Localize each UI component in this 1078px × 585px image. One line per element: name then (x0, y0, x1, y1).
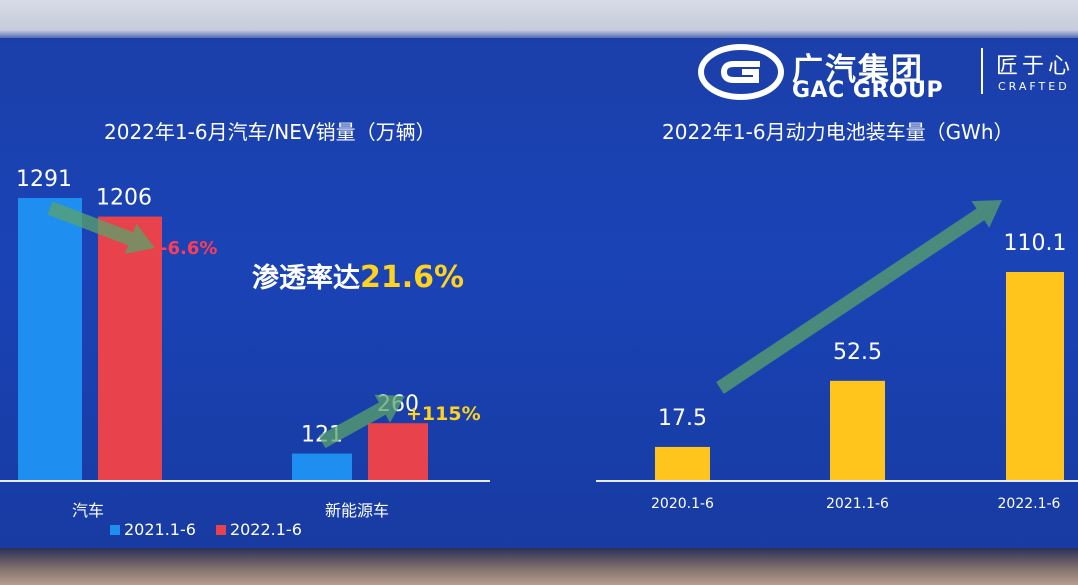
battery-bar-2 (1006, 272, 1064, 480)
legend-label-2021: 2021.1-6 (124, 520, 196, 539)
legend-item-2022: 2022.1-6 (215, 520, 302, 539)
sales-change-label: -6.6% (160, 238, 217, 259)
battery-value-label-1: 52.5 (833, 340, 882, 365)
penetration-value: 21.6% (360, 260, 465, 295)
sales-chart-legend: 2021.1-6 2022.1-6 (110, 520, 316, 539)
sales-chart: 12911206汽车121260新能源车-6.6%+115% (0, 167, 490, 520)
category-label-1: 新能源车 (325, 501, 389, 520)
gac-logo: 广汽集团 GAC GROUP 匠于心 CRAFTED (698, 44, 1078, 103)
battery-value-label-0: 17.5 (658, 406, 707, 431)
gac-emblem-icon (698, 44, 784, 100)
battery-category-label-0: 2020.1-6 (651, 496, 714, 512)
penetration-callout: 渗透率达21.6% (252, 256, 464, 295)
battery-trend-arrow (716, 200, 1002, 394)
penetration-prefix: 渗透率达 (252, 263, 360, 294)
brand-name-cn: 广汽集团 (792, 52, 924, 88)
legend-item-2021: 2021.1-6 (110, 520, 196, 539)
battery-bar-0 (655, 446, 710, 480)
bar-2022-0 (98, 216, 162, 480)
bar-2021-1 (292, 453, 352, 480)
battery-chart: 17.5 2020.1-6 52.5 2021.1-6 110.1 2022.1-6 (596, 200, 1078, 512)
nev-trend-arrow-shape (318, 394, 405, 449)
nev-change-label: +115% (406, 403, 481, 425)
battery-category-label-1: 2021.1-6 (826, 496, 889, 512)
battery-trend-arrow-shape (716, 200, 1002, 394)
sales-trend-arrow-shape (47, 201, 155, 254)
brand-slogan: 匠于心 (996, 54, 1075, 79)
sales-trend-arrow (47, 201, 155, 254)
legend-label-2022: 2022.1-6 (229, 520, 302, 539)
value-label-2021-0: 1291 (16, 167, 72, 192)
bar-2021-0 (18, 198, 82, 480)
battery-chart-title: 2022年1-6月动力电池装车量（GWh） (662, 120, 1014, 144)
brand-name-en: GAC GROUP (792, 78, 944, 103)
sales-chart-title: 2022年1-6月汽车/NEV销量（万辆） (104, 120, 436, 144)
nev-trend-arrow (318, 394, 405, 449)
sales-chart-baseline (0, 480, 490, 482)
bar-2022-1 (368, 423, 428, 480)
screen-bottom-edge (0, 548, 1078, 585)
battery-chart-baseline (596, 480, 1078, 482)
battery-category-label-2: 2022.1-6 (998, 496, 1061, 512)
legend-swatch-2021 (110, 524, 120, 535)
battery-bar-1 (830, 380, 885, 480)
battery-value-label-2: 110.1 (1004, 231, 1067, 256)
brand-slogan-en: CRAFTED (998, 80, 1070, 93)
legend-swatch-2022 (215, 524, 226, 535)
category-label-0: 汽车 (72, 501, 104, 520)
screen-top-shade (0, 30, 1078, 42)
value-label-2022-0: 1206 (96, 186, 152, 211)
logo-divider (981, 48, 983, 94)
